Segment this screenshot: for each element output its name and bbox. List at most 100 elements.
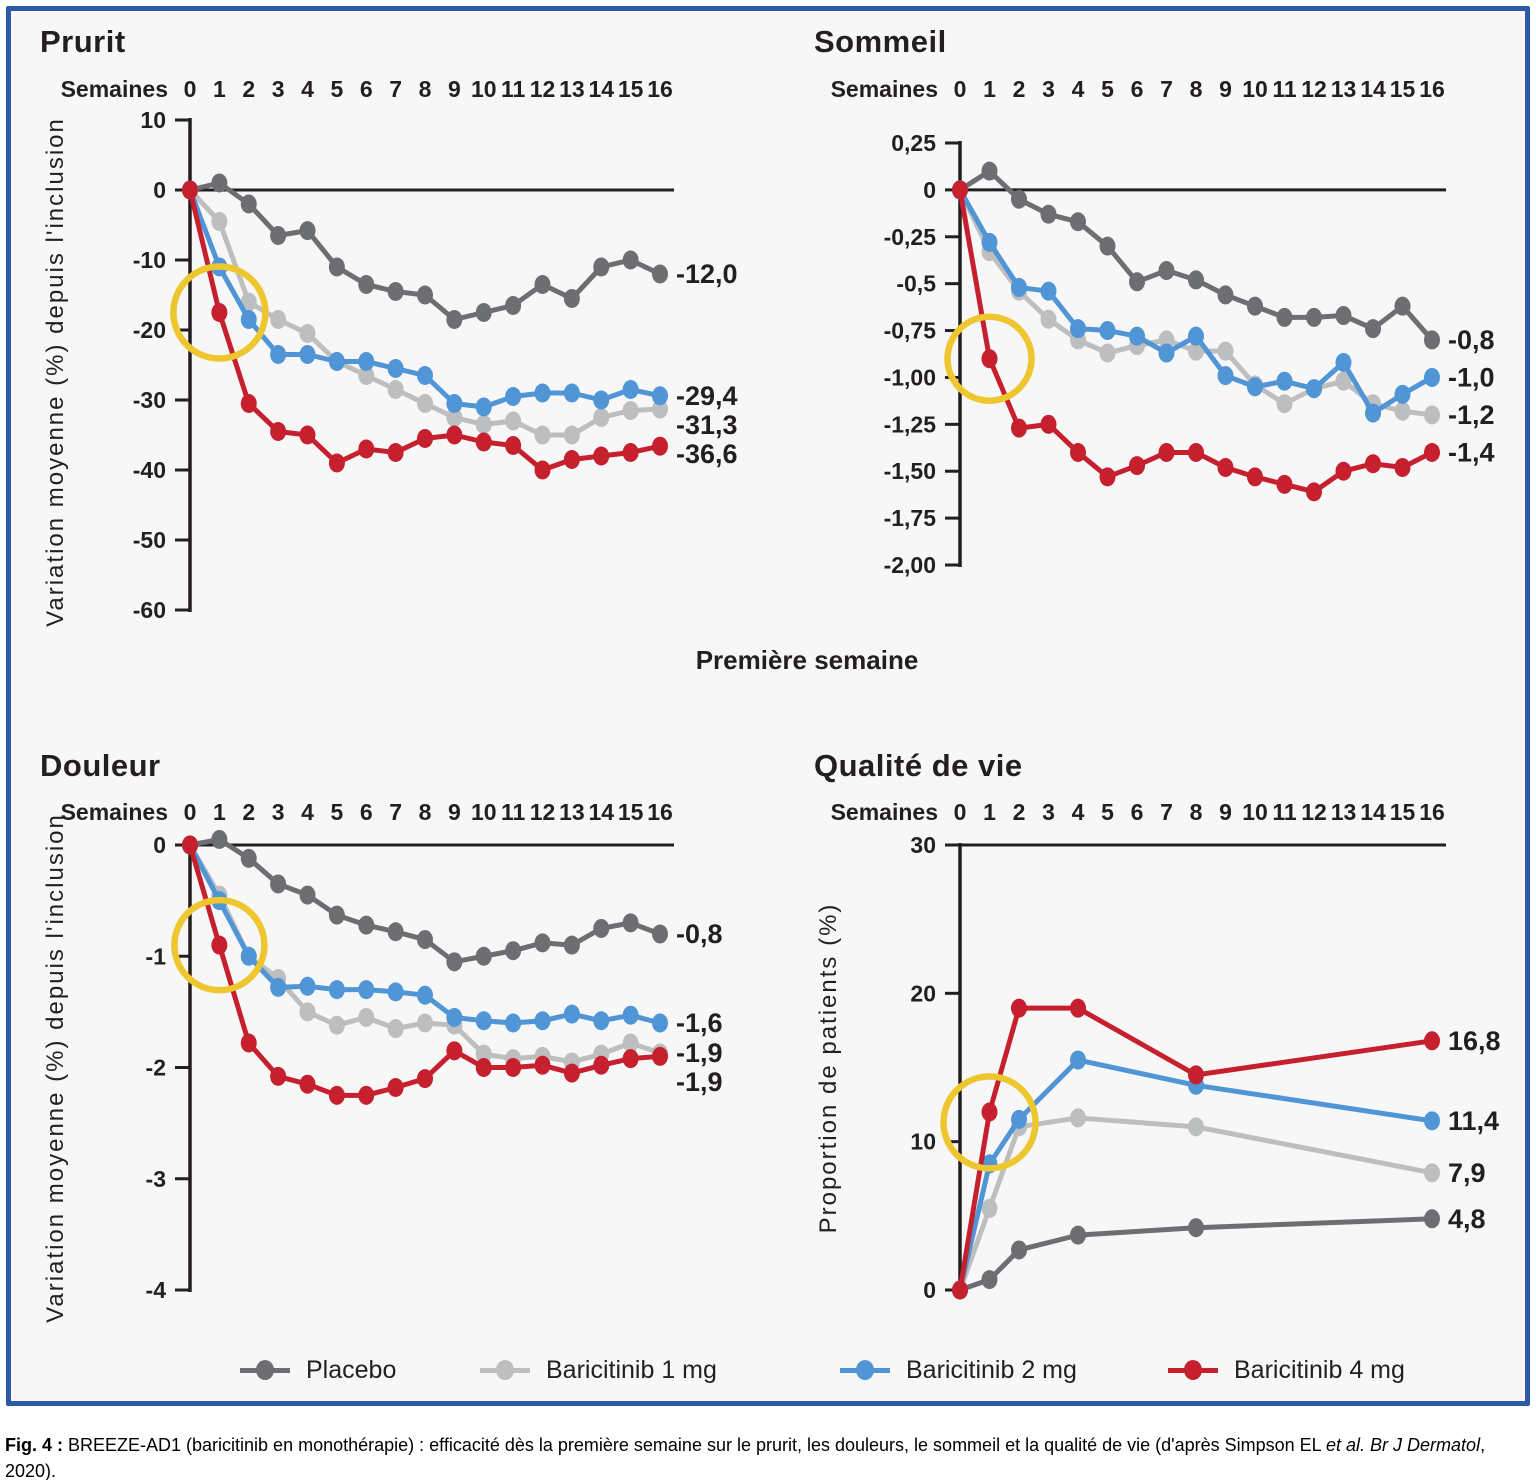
- data-point-placebo: [446, 310, 463, 329]
- data-point-baricitinib_2mg: [1306, 379, 1322, 399]
- y-tick-label: -1: [146, 943, 167, 969]
- data-point-baricitinib_1mg: [475, 415, 492, 434]
- data-point-baricitinib_2mg: [1011, 1109, 1027, 1129]
- data-point-baricitinib_1mg: [1276, 394, 1293, 414]
- week-tick-label: 3: [272, 799, 285, 825]
- data-point-baricitinib_4mg: [299, 425, 316, 445]
- week-tick-label: 9: [1219, 799, 1232, 825]
- data-point-baricitinib_1mg: [505, 411, 522, 431]
- data-point-placebo: [1394, 296, 1411, 316]
- data-point-placebo: [358, 915, 375, 935]
- data-point-baricitinib_4mg: [211, 935, 228, 955]
- data-point-baricitinib_1mg: [240, 292, 257, 312]
- data-point-placebo: [622, 250, 639, 270]
- series-end-value-label: -1,9: [676, 1067, 723, 1097]
- week-tick-label: 10: [1242, 76, 1268, 102]
- data-point-baricitinib_2mg: [622, 1005, 639, 1025]
- series-end-value-label: -0,8: [676, 919, 723, 949]
- week-tick-label: 7: [389, 76, 402, 102]
- week-tick-label: 16: [647, 76, 673, 102]
- data-point-placebo: [1335, 306, 1352, 326]
- data-point-baricitinib_1mg: [534, 425, 551, 445]
- week-tick-label: 16: [1419, 76, 1445, 102]
- y-tick-label: -10: [133, 247, 166, 273]
- week-tick-label: 14: [588, 76, 614, 102]
- data-point-baricitinib_4mg: [1247, 467, 1263, 487]
- y-tick-label: -3: [146, 1166, 166, 1192]
- y-tick-label: -20: [133, 317, 166, 343]
- week-tick-label: 7: [389, 799, 402, 825]
- data-point-baricitinib_1mg: [1040, 309, 1057, 329]
- data-point-baricitinib_1mg: [417, 394, 433, 413]
- data-point-baricitinib_1mg: [563, 425, 580, 445]
- data-point-baricitinib_2mg: [1188, 326, 1204, 346]
- data-point-baricitinib_2mg: [328, 352, 345, 371]
- data-point-baricitinib_4mg: [1188, 442, 1204, 462]
- series-end-value-label: -12,0: [676, 259, 738, 289]
- series-end-value-label: 11,4: [1448, 1106, 1499, 1136]
- data-point-placebo: [1247, 296, 1263, 316]
- week-tick-label: 10: [1242, 799, 1268, 825]
- week-tick-label: 4: [1072, 799, 1085, 825]
- data-point-baricitinib_4mg: [1424, 442, 1440, 462]
- data-point-baricitinib_2mg: [505, 387, 522, 406]
- data-point-placebo: [505, 296, 522, 315]
- legend-label: Baricitinib 1 mg: [546, 1355, 717, 1384]
- data-point-baricitinib_4mg: [1276, 474, 1293, 494]
- data-point-baricitinib_4mg: [563, 1063, 580, 1083]
- data-point-placebo: [211, 829, 228, 849]
- series-end-value-label: -0,8: [1448, 325, 1495, 355]
- week-tick-label: 11: [1272, 76, 1297, 102]
- y-tick-label: -50: [133, 527, 166, 553]
- week-tick-label: 6: [1131, 76, 1144, 102]
- data-point-baricitinib_2mg: [270, 977, 287, 997]
- week-tick-label: 5: [330, 76, 343, 102]
- data-point-baricitinib_4mg: [1070, 998, 1086, 1018]
- data-point-baricitinib_4mg: [387, 1078, 404, 1098]
- week-tick-label: 2: [242, 799, 255, 825]
- data-point-placebo: [563, 289, 580, 308]
- series-end-value-label: -1,2: [1448, 400, 1495, 430]
- baricitinib-1mg-line-marker-icon: [480, 1359, 530, 1381]
- data-point-placebo: [622, 913, 639, 933]
- data-point-baricitinib_1mg: [358, 366, 375, 385]
- week-tick-label: 1: [213, 799, 226, 825]
- data-point-baricitinib_4mg: [475, 432, 492, 452]
- data-point-placebo: [981, 161, 998, 181]
- data-point-placebo: [505, 941, 522, 961]
- data-point-baricitinib_1mg: [1188, 341, 1204, 361]
- data-point-placebo: [1424, 1209, 1440, 1229]
- data-point-placebo: [270, 874, 287, 894]
- legend-item-placebo: Placebo: [240, 1352, 396, 1388]
- data-point-baricitinib_4mg: [446, 1041, 463, 1061]
- y-tick-label: -1,50: [884, 458, 936, 484]
- data-point-baricitinib_2mg: [299, 976, 316, 996]
- data-point-baricitinib_4mg: [622, 1049, 639, 1069]
- data-point-placebo: [1011, 1240, 1027, 1260]
- week-tick-label: 0: [184, 799, 197, 825]
- data-point-baricitinib_4mg: [1188, 1065, 1204, 1085]
- week-tick-label: 9: [448, 76, 461, 102]
- data-point-baricitinib_4mg: [593, 446, 610, 466]
- week-tick-label: 6: [360, 799, 373, 825]
- data-point-baricitinib_4mg: [534, 1055, 551, 1075]
- data-point-placebo: [475, 303, 492, 322]
- chart-title-sommeil: Sommeil: [814, 24, 947, 59]
- data-point-baricitinib_4mg: [1424, 1031, 1440, 1051]
- data-point-baricitinib_2mg: [475, 397, 492, 417]
- data-point-baricitinib_2mg: [1158, 343, 1175, 363]
- series-end-value-label: 16,8: [1448, 1026, 1501, 1056]
- week-tick-label: 1: [983, 799, 996, 825]
- data-point-placebo: [1011, 189, 1027, 209]
- data-point-baricitinib_1mg: [211, 212, 228, 231]
- data-point-baricitinib_4mg: [1011, 418, 1027, 438]
- figure-panel: [6, 6, 1530, 1406]
- data-point-baricitinib_2mg: [328, 980, 345, 1000]
- data-point-baricitinib_4mg: [1217, 457, 1234, 477]
- data-point-baricitinib_2mg: [652, 386, 668, 406]
- data-point-baricitinib_1mg: [446, 408, 463, 427]
- data-point-baricitinib_4mg: [1070, 442, 1086, 462]
- data-point-placebo: [299, 221, 316, 241]
- first-week-highlight-circle: [170, 263, 269, 362]
